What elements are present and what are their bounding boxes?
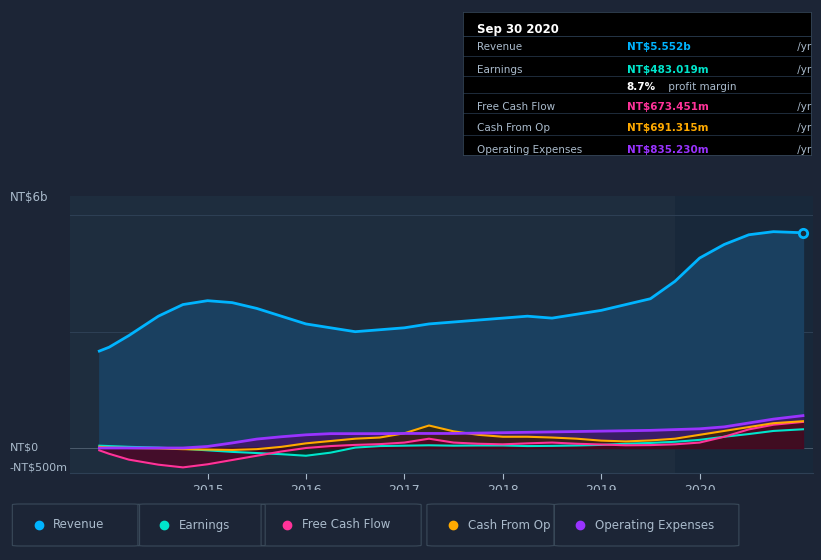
Text: Cash From Op: Cash From Op	[468, 519, 550, 531]
Text: /yr: /yr	[794, 144, 811, 155]
Text: NT$5.552b: NT$5.552b	[626, 42, 690, 52]
Text: NT$483.019m: NT$483.019m	[626, 64, 709, 74]
Text: 8.7%: 8.7%	[626, 82, 656, 92]
Text: Earnings: Earnings	[179, 519, 231, 531]
Text: NT$835.230m: NT$835.230m	[626, 144, 709, 155]
Text: /yr: /yr	[794, 64, 811, 74]
Text: -NT$500m: -NT$500m	[10, 463, 68, 473]
Text: Revenue: Revenue	[53, 519, 105, 531]
Text: /yr: /yr	[794, 42, 811, 52]
Text: Sep 30 2020: Sep 30 2020	[477, 23, 559, 36]
Text: profit margin: profit margin	[665, 82, 736, 92]
Text: /yr: /yr	[794, 102, 811, 112]
Text: NT$0: NT$0	[10, 443, 39, 453]
Bar	[675, 196, 813, 473]
Text: Free Cash Flow: Free Cash Flow	[302, 519, 391, 531]
Text: Earnings: Earnings	[477, 64, 522, 74]
Text: Cash From Op: Cash From Op	[477, 123, 550, 133]
Text: Operating Expenses: Operating Expenses	[595, 519, 714, 531]
Text: Operating Expenses: Operating Expenses	[477, 144, 582, 155]
Text: NT$6b: NT$6b	[10, 190, 48, 204]
Text: Revenue: Revenue	[477, 42, 522, 52]
Text: Free Cash Flow: Free Cash Flow	[477, 102, 555, 112]
Text: NT$691.315m: NT$691.315m	[626, 123, 709, 133]
Text: NT$673.451m: NT$673.451m	[626, 102, 709, 112]
Text: /yr: /yr	[794, 123, 811, 133]
